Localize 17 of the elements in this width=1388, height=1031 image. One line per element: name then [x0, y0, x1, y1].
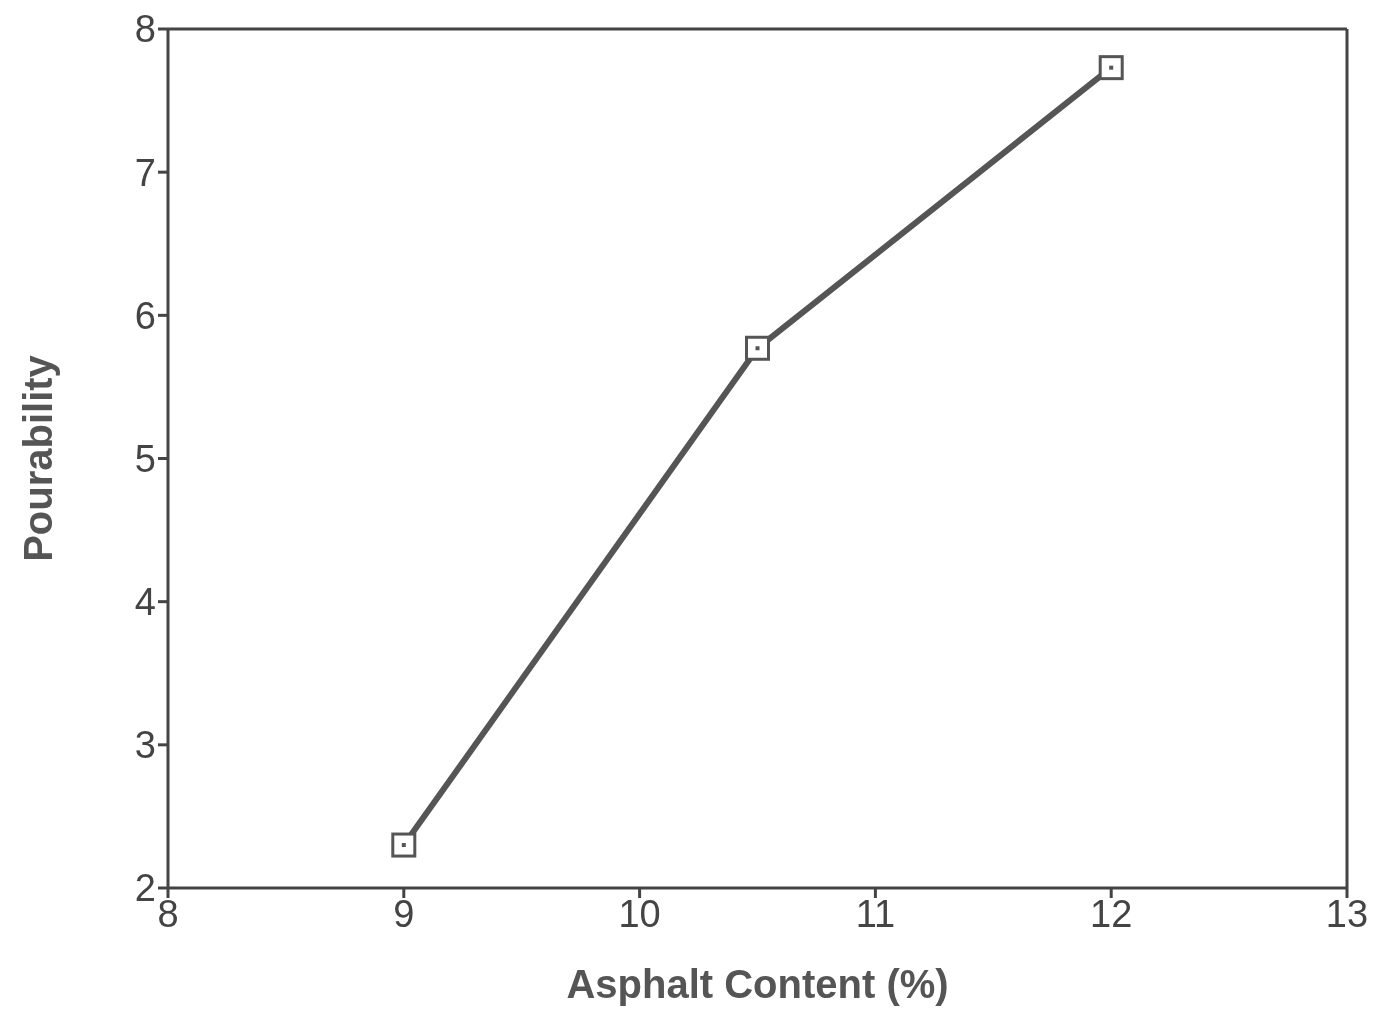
- y-tick-label: 6: [134, 294, 156, 337]
- x-tick-label: 10: [618, 892, 661, 935]
- y-tick-label: 2: [134, 867, 156, 910]
- y-tick-label: 3: [134, 724, 156, 767]
- y-tick-label: 7: [134, 151, 156, 194]
- point: [1098, 55, 1124, 81]
- y-tick-label: 8: [134, 8, 156, 51]
- y-tick-label: 4: [134, 581, 156, 624]
- x-tick-label: 13: [1325, 892, 1369, 935]
- y-axis-title: Pourability: [16, 354, 61, 562]
- point: [745, 335, 770, 361]
- x-axis-title: Asphalt Content (%): [566, 962, 949, 1006]
- point: [391, 832, 417, 858]
- y-tick-label: 5: [134, 437, 156, 480]
- x-tick-label: 12: [1090, 892, 1133, 935]
- x-tick-label: 9: [393, 892, 415, 935]
- x-tick-label: 11: [855, 892, 896, 935]
